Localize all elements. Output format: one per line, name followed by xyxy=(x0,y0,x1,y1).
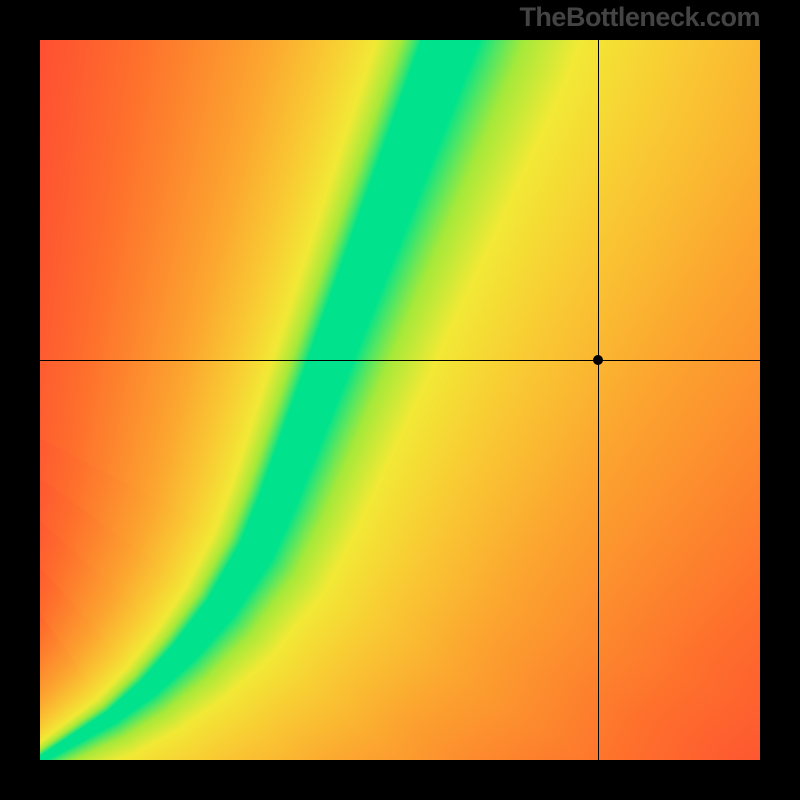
crosshair-horizontal xyxy=(40,360,760,361)
watermark-text: TheBottleneck.com xyxy=(519,2,760,33)
chart-frame: TheBottleneck.com xyxy=(0,0,800,800)
crosshair-vertical xyxy=(598,40,599,760)
heatmap-plot xyxy=(40,40,760,760)
crosshair-marker xyxy=(593,355,603,365)
heatmap-canvas xyxy=(40,40,760,760)
